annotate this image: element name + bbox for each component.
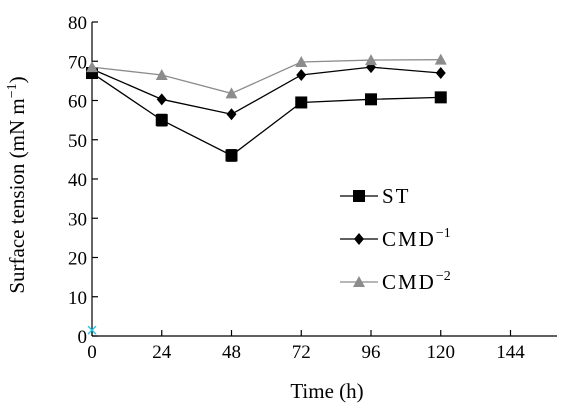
series-1-point-4 [366,61,376,74]
series-0 [86,67,447,162]
series-2-line [91,59,441,95]
origin-marker-stroke-b [87,325,97,335]
y-axis-label-main: Surface tension (mN m [5,98,29,293]
series-0-line [91,72,441,157]
y-tick-label-50: 50 [68,131,87,152]
series-2-point-0 [86,61,98,73]
series-2-point-3 [295,56,308,68]
y-tick-label-20: 20 [68,249,87,270]
legend-label-1: CMD−1 [382,226,451,251]
y-axis-label-close: ) [5,76,29,83]
legend-label-sup-2: −2 [436,269,451,284]
y-tick-label-70: 70 [68,52,87,73]
series-0-point-4 [365,93,377,106]
series-0-point-3 [295,96,308,109]
y-tick-label-40: 40 [68,170,87,191]
x-tick-label-144: 144 [496,342,525,363]
x-tick-label-120: 120 [427,342,456,363]
x-tick-label-96: 96 [362,342,381,363]
series-2-point-2 [225,87,238,99]
series-2-point-5 [434,53,447,65]
series-2 [86,53,447,99]
origin-marker [87,325,97,335]
y-tick-label-60: 60 [68,92,87,113]
legend-label-name-0: ST [382,184,411,208]
series-2-point-1 [155,68,168,80]
y-tick-label-0: 0 [78,327,88,348]
legend-item-1: CMD−1 [340,226,451,251]
series-0-point-2 [225,149,238,162]
series-1-point-3 [296,68,307,81]
x-tick-label-24: 24 [152,342,172,363]
legend-label-name-2: CMD [382,270,436,294]
x-axis-label: Time (h) [290,379,363,403]
x-tick-label-72: 72 [292,342,311,363]
series-2-point-4 [365,54,377,66]
y-tick-label-10: 10 [68,288,87,309]
legend-label-name-1: CMD [382,227,436,251]
legend-item-0: ST [340,184,411,208]
y-tick-label-80: 80 [68,13,87,34]
legend-label-0: ST [382,184,411,208]
series-1-line [91,66,441,115]
legend-marker-2 [353,276,365,287]
axes: 0 10 20 30 40 50 60 70 80 0 24 48 72 96 120 144 [68,13,557,363]
legend-marker-1 [354,233,364,245]
legend-label-sup-1: −1 [436,226,451,241]
legend-label-2: CMD−2 [382,269,451,294]
series-layer [86,53,447,162]
series-1 [87,61,446,121]
x-tick-label-0: 0 [87,342,97,363]
legend-marker-0 [353,190,365,202]
y-axis-label: Surface tension (mN m−1) [5,76,29,293]
series-1-point-5 [435,67,446,80]
y-tick-label-30: 30 [68,209,87,230]
series-1-point-2 [226,108,237,121]
legend-item-2: CMD−2 [340,269,451,294]
y-axis-label-sup: −1 [5,83,20,98]
series-0-point-1 [155,114,168,127]
series-0-point-5 [434,91,447,104]
series-1-point-1 [156,93,167,106]
x-tick-label-48: 48 [222,342,241,363]
